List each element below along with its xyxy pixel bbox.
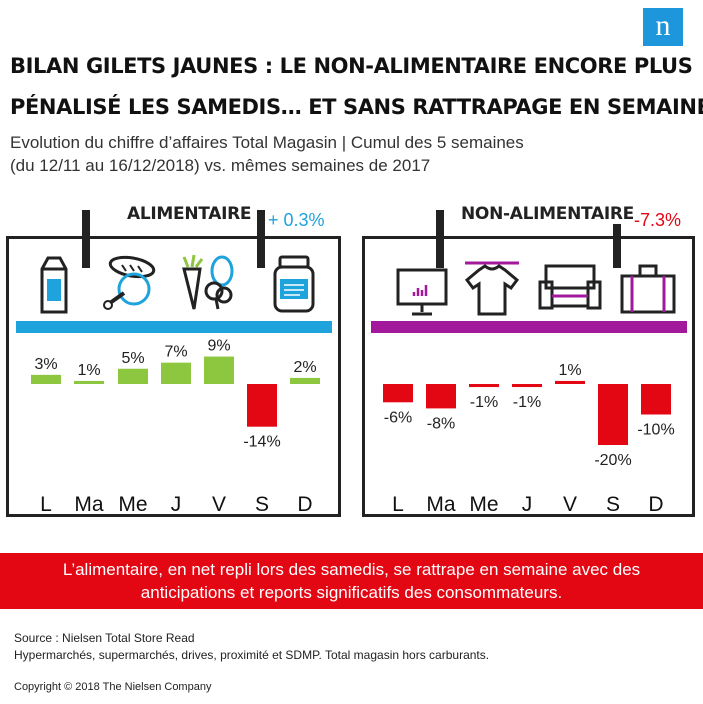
food-accent-stripe xyxy=(16,321,332,333)
food-value-label: -14% xyxy=(243,434,280,451)
food-tick-label: V xyxy=(212,493,226,516)
nonfood-value-label: -1% xyxy=(513,394,541,411)
food-tick-label: S xyxy=(255,493,269,516)
nonfood-bar-Ma xyxy=(426,384,456,409)
nonfood-total-label: -7.3% xyxy=(634,210,682,230)
food-total-label: + 0.3% xyxy=(268,210,325,230)
nonfood-value-label: -8% xyxy=(427,415,455,432)
conclusion-line-1: L’alimentaire, en net repli lors des sam… xyxy=(62,560,641,579)
nielsen-logo: n xyxy=(643,8,683,46)
nonfood-tick-label: Me xyxy=(469,493,498,516)
nonfood-tick-label: D xyxy=(648,493,663,516)
bar-charts: 3% L 1% Ma 5% Me 7% J 9% V -14% S 2% D -6% L -8% Ma -1% Me -… xyxy=(31,338,675,516)
subtitle-line-2: (du 12/11 au 16/12/2018) vs. mêmes semai… xyxy=(10,156,431,175)
nonfood-value-label: -20% xyxy=(594,452,631,469)
nonfood-bar-J xyxy=(512,384,542,388)
food-bar-L xyxy=(31,374,61,384)
food-panel xyxy=(6,236,341,517)
bread-chicken-icon xyxy=(103,255,156,310)
monitor-icon xyxy=(396,268,448,316)
source-line-2: Hypermarchés, supermarchés, drives, prox… xyxy=(14,648,490,662)
food-value-label: 2% xyxy=(293,359,316,376)
food-bar-V xyxy=(204,356,234,384)
food-panel-hook-left xyxy=(82,210,90,268)
nonfood-value-label: -1% xyxy=(470,394,498,411)
nonfood-bar-D xyxy=(641,384,671,415)
food-bar-S xyxy=(247,384,277,427)
food-bar-D xyxy=(290,377,320,384)
nonfood-value-label: -10% xyxy=(637,422,674,439)
food-tick-label: Me xyxy=(118,493,147,516)
nonfood-tick-label: S xyxy=(606,493,620,516)
sofa-icon xyxy=(538,264,602,310)
tshirt-icon xyxy=(464,261,520,316)
food-tick-label: L xyxy=(40,493,52,516)
nonfood-panel-hook-right xyxy=(613,210,621,268)
suitcase-icon xyxy=(620,264,676,314)
nonfood-accent-stripe xyxy=(371,321,687,333)
nonfood-bar-L xyxy=(383,384,413,403)
nonfood-tick-label: L xyxy=(392,493,404,516)
food-bar-Ma xyxy=(74,380,104,384)
vegetables-icon xyxy=(182,254,234,310)
nonfood-panel-hook-left xyxy=(436,210,444,268)
nonfood-tick-label: J xyxy=(522,493,533,516)
nonfood-bar-S xyxy=(598,384,628,445)
food-value-label: 3% xyxy=(34,356,57,373)
food-value-label: 9% xyxy=(207,338,230,355)
food-value-label: 1% xyxy=(77,362,100,379)
copyright-text: Copyright © 2018 The Nielsen Company xyxy=(14,681,212,693)
nonfood-bar-V xyxy=(555,380,585,384)
conclusion-line-2: anticipations et reports significatifs d… xyxy=(140,583,563,602)
nonfood-value-label: 1% xyxy=(558,362,581,379)
food-bar-J xyxy=(161,362,191,384)
nonfood-panel xyxy=(362,236,695,517)
nonfood-tick-label: V xyxy=(563,493,577,516)
nonfood-value-label: -6% xyxy=(384,409,412,426)
food-tick-label: Ma xyxy=(74,493,103,516)
food-value-label: 5% xyxy=(121,350,144,367)
conclusion-banner: L’alimentaire, en net repli lors des sam… xyxy=(0,553,703,609)
milk-carton-icon xyxy=(40,256,68,314)
food-bar-Me xyxy=(118,368,148,384)
food-tick-label: D xyxy=(297,493,312,516)
food-panel-title: ALIMENTAIRE xyxy=(124,204,255,224)
food-value-label: 7% xyxy=(164,344,187,361)
nonfood-bar-Me xyxy=(469,384,499,388)
jar-icon xyxy=(273,255,315,313)
source-line-1: Source : Nielsen Total Store Read xyxy=(14,631,195,645)
subtitle-line-1: Evolution du chiffre d’affaires Total Ma… xyxy=(10,133,524,152)
food-tick-label: J xyxy=(171,493,182,516)
page-title-line-1: BILAN GILETS JAUNES : LE NON-ALIMENTAIRE… xyxy=(10,54,693,78)
nonfood-panel-title: NON-ALIMENTAIRE xyxy=(458,204,637,224)
page-title-line-2: PÉNALISÉ LES SAMEDIS… ET SANS RATTRAPAGE… xyxy=(10,95,703,119)
food-panel-hook-right xyxy=(257,210,265,268)
nonfood-tick-label: Ma xyxy=(426,493,455,516)
